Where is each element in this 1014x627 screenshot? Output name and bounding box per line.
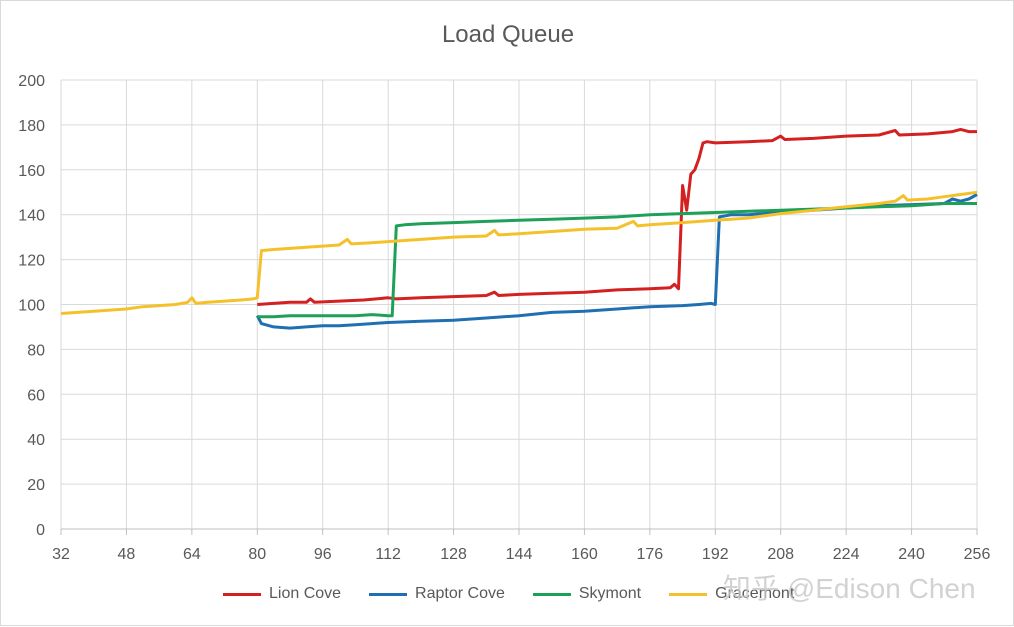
- y-tick-label: 40: [27, 432, 45, 449]
- x-tick-label: 240: [898, 546, 925, 563]
- legend-item: Skymont: [532, 585, 642, 603]
- x-tick-label: 208: [767, 546, 794, 563]
- x-tick-label: 128: [440, 546, 467, 563]
- legend-label: Lion Cove: [269, 585, 342, 602]
- x-tick-label: 192: [702, 546, 729, 563]
- x-tick-label: 112: [375, 546, 401, 563]
- legend-item: Lion Cove: [223, 585, 341, 603]
- y-tick-label: 120: [18, 253, 45, 270]
- chart-legend: Lion Cove Raptor Cove Skymont Gracemont: [223, 585, 822, 603]
- x-tick-label: 48: [118, 546, 136, 563]
- legend-label: Raptor Cove: [415, 585, 505, 602]
- x-tick-label: 96: [314, 546, 332, 563]
- legend-label: Gracemont: [715, 585, 795, 602]
- gridlines: [60, 79, 978, 529]
- x-tick-label: 224: [833, 546, 860, 563]
- legend-swatch: [223, 592, 261, 596]
- x-tick-label: 32: [52, 546, 70, 563]
- chart-title: Load Queue: [441, 21, 575, 48]
- series-line-gracemont: [60, 190, 978, 315]
- y-tick-label: 80: [27, 342, 45, 359]
- y-tick-label: 0: [36, 522, 45, 539]
- legend-item: Raptor Cove: [369, 585, 505, 603]
- legend-item: Gracemont: [669, 585, 794, 603]
- y-tick-label: 160: [18, 163, 45, 180]
- y-tick-label: 180: [18, 118, 45, 135]
- axes: 0 20 40 60 80 100 120 140 160 180 200 32 48 64 80 96 112…: [18, 73, 990, 563]
- y-tick-label: 200: [18, 73, 45, 90]
- y-tick-label: 100: [18, 298, 45, 315]
- y-tick-label: 20: [27, 477, 45, 494]
- legend-swatch: [369, 592, 408, 596]
- x-tick-label: 176: [637, 546, 664, 563]
- legend-swatch: [669, 592, 708, 596]
- x-tick-label: 160: [571, 546, 598, 563]
- x-tick-label: 64: [183, 546, 201, 563]
- series-lines: [60, 127, 978, 330]
- legend-swatch: [532, 592, 571, 596]
- series-line-lion-cove: [257, 127, 977, 306]
- legend-label: Skymont: [578, 585, 642, 602]
- x-tick-label: 144: [506, 546, 533, 563]
- x-tick-label: 256: [964, 546, 991, 563]
- y-tick-label: 60: [27, 387, 45, 404]
- y-tick-label: 140: [18, 208, 45, 225]
- watermark: 知乎 @Edison Chen: [723, 573, 976, 604]
- x-tick-label: 80: [248, 546, 266, 563]
